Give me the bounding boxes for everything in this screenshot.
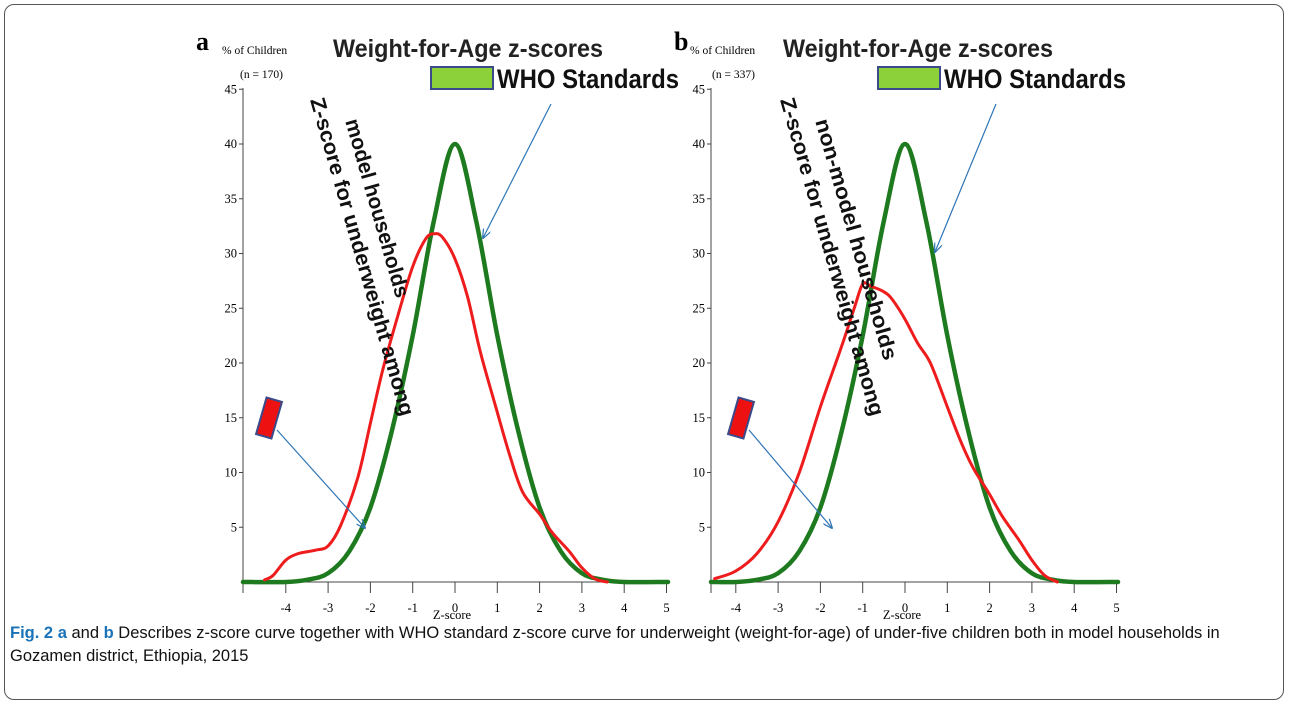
sample-size-note-a: (n = 170) [240,69,283,81]
x-tick-label-a: 2 [536,601,542,615]
y-tick-label-b: 25 [693,301,706,315]
y-tick-label-a: 5 [231,520,237,534]
y-tick-label-a: 10 [225,466,238,480]
x-tick-label-b: 5 [1113,601,1119,615]
y-tick-label-b: 15 [693,411,706,425]
underweight-swatch-a [254,396,284,440]
underweight-arrow-b [748,429,832,528]
x-tick-label-a: -2 [365,601,375,615]
caption-panel-b: b [103,624,114,642]
x-tick-label-a: 3 [579,601,585,615]
x-tick-label-a: 5 [663,601,669,615]
sample-size-note-b: (n = 337) [712,69,755,81]
who-arrow-b [935,103,997,252]
chart-title-a: Weight-for-Age z-scores [333,35,603,63]
y-tick-label-b: 30 [693,247,706,261]
who-standard-curve-b [708,141,1121,585]
panel-a: a Weight-for-Age z-scores % of Children (n … [196,27,679,620]
y-tick-label-a: 40 [225,137,238,151]
chart-title-b: Weight-for-Age z-scores [783,35,1053,63]
panel-label-b: b [674,27,688,56]
y-tick-label-a: 45 [225,82,238,96]
caption-panel-a: a [57,624,67,642]
x-axis-label-a: Z-score [433,608,472,620]
legend-swatch-b [877,66,941,90]
caption-text: Describes z-score curve together with WH… [10,624,1220,665]
x-axis-label-b: Z-score [883,608,922,620]
x-tick-label-a: -4 [281,601,292,615]
underweight-curve-b [713,281,1059,584]
legend-label-a: WHO Standards [497,64,679,94]
x-tick-label-a: 1 [494,601,500,615]
y-axis-label-b: % of Children [690,45,755,57]
y-tick-label-b: 10 [693,466,706,480]
y-tick-label-b: 40 [693,137,706,151]
x-tick-label-b: 2 [986,601,992,615]
underweight-arrow-a [276,429,365,528]
y-tick-label-a: 30 [225,247,238,261]
y-tick-label-b: 20 [693,356,706,370]
who-arrow-a [483,103,552,238]
legend-label-b: WHO Standards [944,64,1126,94]
y-tick-label-a: 35 [225,192,238,206]
underweight-swatch-b [726,396,756,440]
x-tick-label-b: -4 [731,601,742,615]
x-tick-label-b: 0 [902,601,908,615]
panel-b: b Weight-for-Age z-scores % of Children (n … [674,27,1126,620]
x-tick-label-b: 4 [1071,601,1078,615]
caption-label: Fig. 2 [10,624,54,642]
x-tick-label-b: -1 [857,601,867,615]
x-tick-label-b: 3 [1029,601,1035,615]
y-tick-label-a: 25 [225,301,238,315]
y-tick-label-b: 35 [693,192,706,206]
x-tick-label-b: 1 [944,601,950,615]
x-tick-label-a: -3 [323,601,333,615]
y-tick-label-a: 15 [225,411,238,425]
x-tick-label-a: -1 [407,601,417,615]
legend-swatch-a [430,66,494,90]
x-tick-label-b: -2 [815,601,825,615]
figure-caption: Fig. 2 a and b Describes z-score curve t… [10,622,1270,668]
y-tick-label-b: 45 [693,82,706,96]
x-tick-label-a: 0 [452,601,458,615]
who-standard-curve-a [240,141,671,585]
x-tick-label-a: 4 [621,601,628,615]
underweight-curve-a [263,232,609,584]
y-tick-label-b: 5 [699,520,705,534]
x-tick-label-b: -3 [773,601,783,615]
figure-canvas: a Weight-for-Age z-scores % of Children (n … [196,27,1126,620]
y-tick-label-a: 20 [225,356,238,370]
panel-label-a: a [196,27,209,56]
caption-and: and [71,624,99,642]
y-axis-label-a: % of Children [222,45,287,57]
